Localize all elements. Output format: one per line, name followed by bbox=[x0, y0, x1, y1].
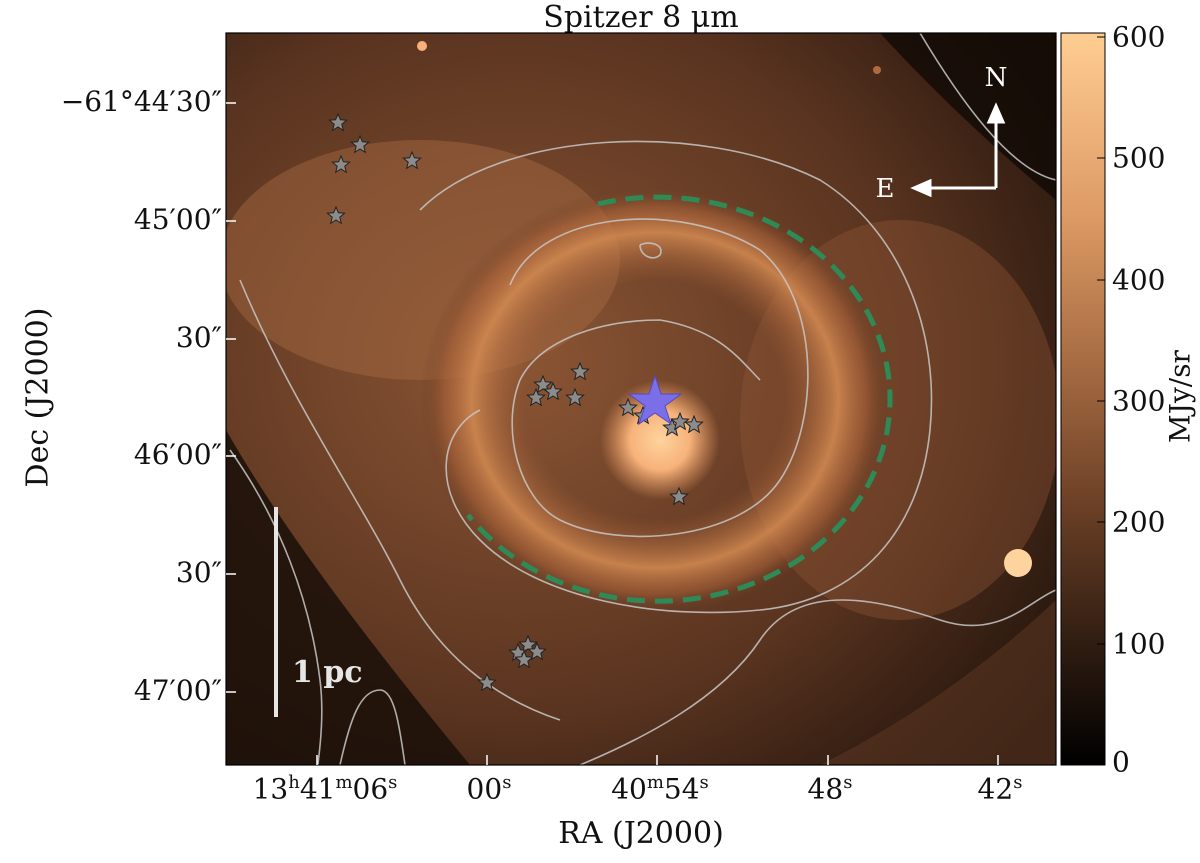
yso-star-marker bbox=[684, 414, 704, 434]
central-star-marker bbox=[627, 374, 683, 426]
colorbar-tick-label: 200 bbox=[1112, 505, 1166, 539]
colorbar-tick-label: 500 bbox=[1112, 141, 1166, 175]
y-tick-label: 47′00″ bbox=[133, 674, 222, 707]
colorbar-tick-label: 400 bbox=[1112, 263, 1166, 297]
colorbar-ticks bbox=[1097, 36, 1105, 645]
x-tick-label: 40m54s bbox=[611, 772, 709, 806]
y-tick-label: 30″ bbox=[175, 556, 222, 589]
yso-star-marker bbox=[514, 649, 534, 669]
colorbar-tick-label: 300 bbox=[1112, 384, 1166, 418]
yso-star-marker bbox=[328, 112, 348, 132]
colorbar-tick-label: 100 bbox=[1112, 627, 1166, 661]
x-tick-label: 13h41m06s bbox=[252, 772, 398, 806]
compass-east-label: E bbox=[876, 174, 895, 204]
contour-lines bbox=[229, 33, 1056, 765]
yso-star-marker bbox=[543, 381, 563, 401]
colorbar-tick-label: 0 bbox=[1112, 745, 1130, 779]
yso-star-marker bbox=[570, 361, 590, 381]
axis-ticks bbox=[226, 102, 999, 765]
compass-north-label: N bbox=[985, 63, 1008, 93]
y-tick-label: −61°44′30″ bbox=[60, 85, 222, 118]
x-tick-label: 48s bbox=[807, 772, 853, 806]
scale-bar-label: 1 pc bbox=[292, 655, 363, 690]
colorbar-label: MJy/sr bbox=[1163, 350, 1197, 443]
y-tick-label: 30″ bbox=[175, 321, 222, 354]
yso-star-marker bbox=[526, 387, 546, 407]
yso-star-marker bbox=[669, 486, 689, 506]
x-tick-label: 00s bbox=[466, 772, 512, 806]
yso-star-markers bbox=[326, 112, 704, 692]
yso-star-marker bbox=[527, 641, 547, 661]
yso-star-marker bbox=[350, 134, 370, 154]
compass bbox=[910, 102, 1006, 198]
figure-title: Spitzer 8 μm bbox=[543, 0, 739, 35]
colorbar bbox=[1060, 32, 1106, 766]
yso-star-marker bbox=[533, 374, 553, 394]
yso-star-marker bbox=[331, 154, 351, 174]
yso-star-marker bbox=[402, 150, 422, 170]
yso-star-marker bbox=[326, 205, 346, 225]
yso-star-marker bbox=[565, 387, 585, 407]
yso-star-marker bbox=[477, 672, 497, 692]
y-tick-label: 46′00″ bbox=[133, 438, 222, 471]
x-axis-label: RA (J2000) bbox=[558, 816, 724, 851]
colorbar-tick-label: 600 bbox=[1112, 20, 1166, 54]
image-frame bbox=[225, 32, 1057, 766]
y-axis-label: Dec (J2000) bbox=[20, 307, 56, 488]
x-tick-label: 42s bbox=[977, 772, 1023, 806]
y-tick-label: 45′00″ bbox=[133, 203, 222, 236]
yso-star-marker bbox=[618, 397, 638, 417]
yso-star-marker bbox=[670, 411, 690, 431]
